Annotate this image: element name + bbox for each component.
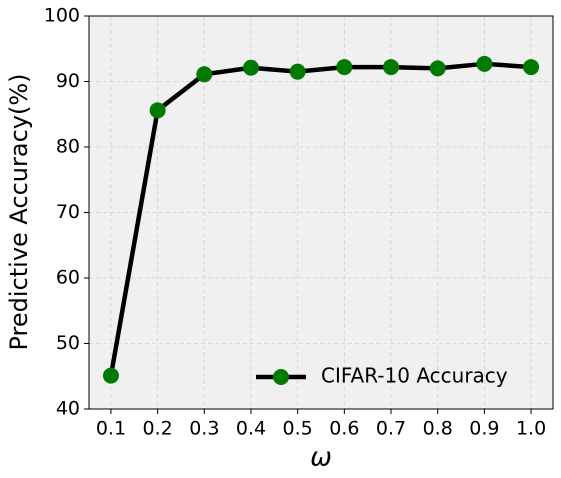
x-tick-label: 0.7	[376, 418, 406, 440]
data-point	[149, 102, 166, 119]
legend-label: CIFAR-10 Accuracy	[321, 364, 508, 388]
x-tick-label: 0.3	[189, 418, 219, 440]
x-tick-label: 0.6	[329, 418, 359, 440]
y-tick-label: 50	[56, 332, 80, 354]
x-tick-label: 0.5	[283, 418, 313, 440]
y-tick-label: 60	[56, 267, 80, 289]
x-tick-label: 0.9	[469, 418, 499, 440]
y-tick-label: 40	[56, 398, 80, 420]
data-point	[336, 59, 353, 76]
y-tick-label: 80	[56, 136, 80, 158]
series-line	[108, 61, 532, 376]
y-axis-label: Predictive Accuracy(%)	[5, 73, 33, 350]
x-tick-label: 0.2	[143, 418, 173, 440]
x-tick-label: 1.0	[516, 418, 546, 440]
x-axis-label: ω	[310, 443, 332, 473]
data-point	[523, 59, 540, 76]
x-tick-label: 0.1	[96, 418, 126, 440]
y-tick-label: 100	[44, 5, 80, 27]
data-point	[196, 66, 213, 83]
x-tick-label: 0.8	[423, 418, 453, 440]
y-tick-label: 70	[56, 201, 80, 223]
data-point	[242, 59, 259, 76]
y-tick-label: 90	[56, 70, 80, 92]
data-point	[429, 60, 446, 77]
x-tick-label: 0.4	[236, 418, 266, 440]
data-point	[102, 367, 119, 384]
data-point	[476, 55, 493, 72]
data-point	[383, 59, 400, 76]
legend-marker	[273, 369, 289, 385]
data-point	[289, 63, 306, 80]
